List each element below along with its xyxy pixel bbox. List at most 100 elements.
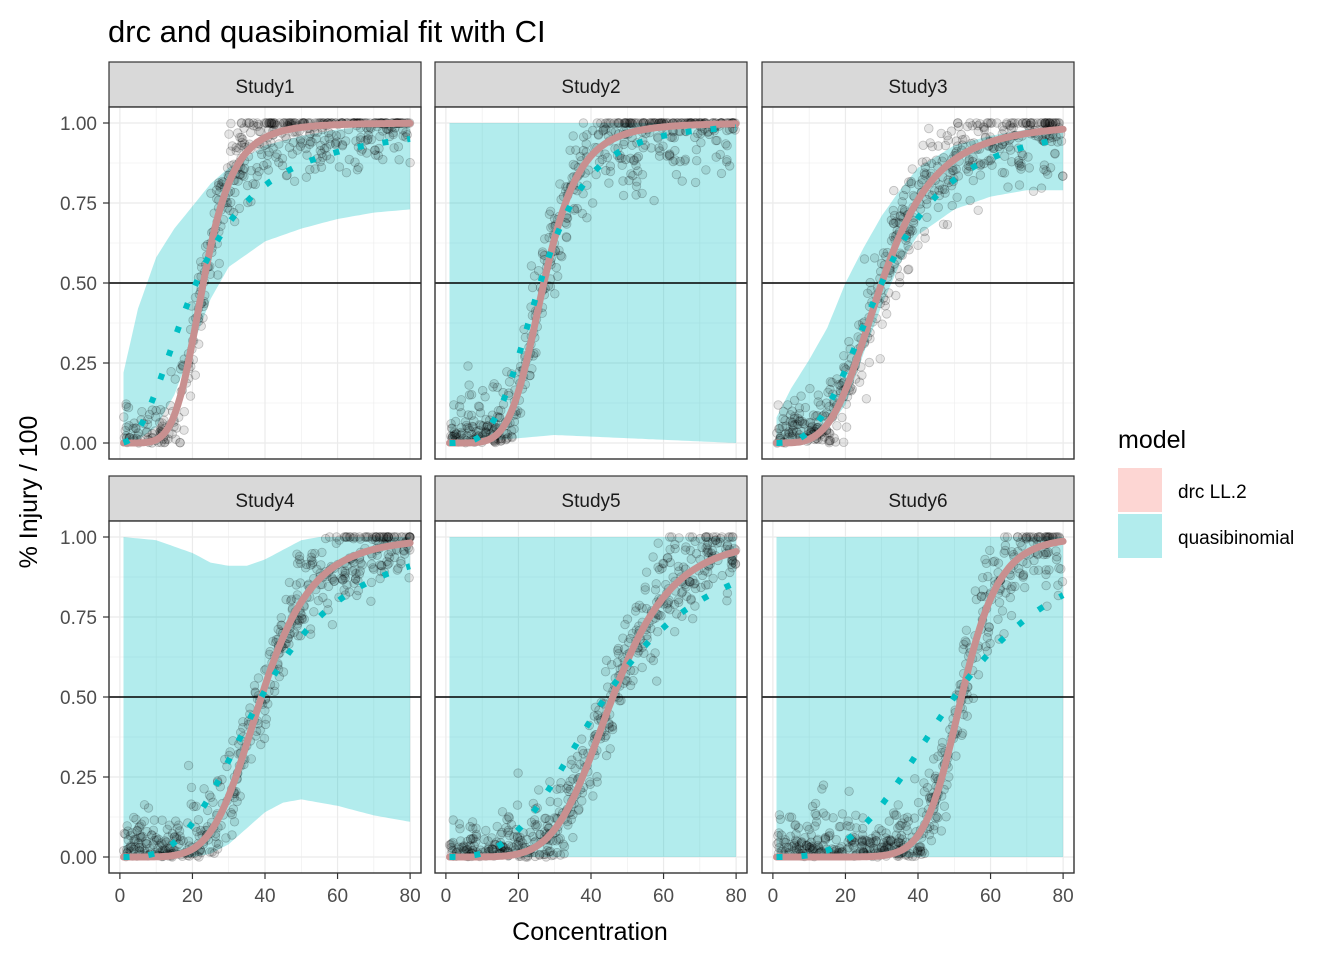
- observation-point: [1019, 582, 1030, 593]
- observation-point: [143, 803, 154, 813]
- observation-point: [624, 118, 634, 128]
- observation-point: [690, 177, 701, 188]
- observation-point: [939, 801, 950, 811]
- observation-point: [778, 406, 789, 417]
- observation-point: [332, 137, 342, 147]
- observation-point: [552, 784, 562, 794]
- observation-point: [139, 816, 150, 826]
- observation-point: [347, 566, 358, 576]
- observation-point: [393, 141, 404, 152]
- observation-point: [997, 121, 1008, 132]
- observation-point: [269, 118, 279, 128]
- observation-point: [337, 139, 348, 150]
- x-tick-label: 40: [254, 886, 275, 907]
- observation-point: [170, 374, 180, 384]
- observation-point: [318, 592, 328, 603]
- observation-point: [854, 377, 865, 387]
- observation-point: [225, 197, 236, 208]
- observation-point: [320, 135, 330, 146]
- observation-point: [786, 812, 797, 822]
- observation-point: [373, 150, 383, 161]
- observation-point: [475, 408, 486, 418]
- x-tick-label: 0: [441, 886, 452, 907]
- observation-point: [513, 768, 523, 778]
- observation-point: [604, 118, 614, 128]
- y-tick-label: 0.75: [60, 608, 97, 629]
- strip-label: Study5: [561, 491, 620, 512]
- observation-point: [715, 149, 725, 160]
- legend-key-quasibinomial: [1118, 514, 1162, 558]
- observation-point: [239, 139, 250, 149]
- observation-point: [249, 681, 260, 691]
- observation-point: [913, 240, 923, 251]
- observation-point: [214, 258, 225, 269]
- observation-point: [620, 619, 630, 630]
- observation-point: [317, 547, 327, 558]
- y-tick-label: 0.00: [60, 434, 97, 455]
- observation-point: [267, 118, 277, 129]
- y-tick-label: 0.25: [60, 768, 97, 789]
- facet-panel: Study6 0 20 40 60 80: [761, 475, 1075, 907]
- observation-point: [270, 118, 280, 128]
- observation-point: [481, 414, 491, 425]
- observation-point: [556, 250, 566, 261]
- observation-point: [529, 271, 540, 281]
- observation-point: [670, 539, 680, 550]
- observation-point: [156, 838, 166, 848]
- observation-point: [701, 165, 711, 175]
- legend-key-drc: [1118, 468, 1162, 512]
- observation-point: [305, 164, 315, 175]
- observation-point: [844, 786, 854, 797]
- y-tick-label: 1.00: [60, 114, 97, 135]
- observation-point: [501, 434, 512, 444]
- observation-point: [861, 394, 872, 404]
- observation-point: [331, 131, 342, 141]
- observation-point: [287, 149, 298, 159]
- x-tick-label: 0: [115, 886, 126, 907]
- observation-point: [121, 422, 132, 432]
- observation-point: [404, 573, 414, 583]
- observation-point: [258, 160, 269, 171]
- observation-point: [231, 146, 241, 156]
- x-tick-label: 20: [182, 886, 203, 907]
- strip-label: Study4: [235, 491, 295, 512]
- observation-point: [334, 162, 345, 172]
- observation-point: [213, 270, 223, 280]
- observation-point: [389, 143, 399, 153]
- observation-point: [559, 841, 570, 852]
- observation-point: [896, 250, 906, 260]
- observation-point: [943, 135, 953, 145]
- observation-point: [921, 156, 932, 167]
- observation-point: [805, 383, 815, 394]
- observation-point: [375, 131, 385, 142]
- observation-point: [171, 423, 182, 433]
- observation-point: [875, 354, 885, 364]
- observation-point: [626, 169, 636, 179]
- observation-point: [904, 177, 914, 187]
- observation-point: [449, 427, 460, 438]
- observation-point: [482, 421, 493, 431]
- observation-point: [796, 391, 806, 401]
- observation-point: [982, 632, 993, 643]
- observation-point: [316, 560, 326, 570]
- observation-point: [465, 425, 475, 436]
- observation-point: [651, 579, 661, 589]
- observation-point: [618, 190, 629, 201]
- observation-point: [627, 140, 637, 150]
- observation-point: [1002, 532, 1013, 542]
- observation-point: [915, 846, 926, 856]
- observation-point: [810, 821, 820, 831]
- observation-point: [462, 845, 472, 856]
- observation-point: [462, 422, 473, 433]
- observation-point: [687, 532, 698, 542]
- observation-point: [821, 811, 831, 821]
- observation-point: [128, 423, 138, 434]
- observation-point: [169, 832, 180, 842]
- observation-point: [466, 834, 476, 844]
- observation-point: [253, 673, 264, 683]
- observation-point: [888, 808, 899, 818]
- observation-point: [236, 140, 247, 151]
- observation-point: [591, 169, 601, 180]
- observation-point: [1006, 610, 1017, 621]
- observation-point: [149, 815, 160, 825]
